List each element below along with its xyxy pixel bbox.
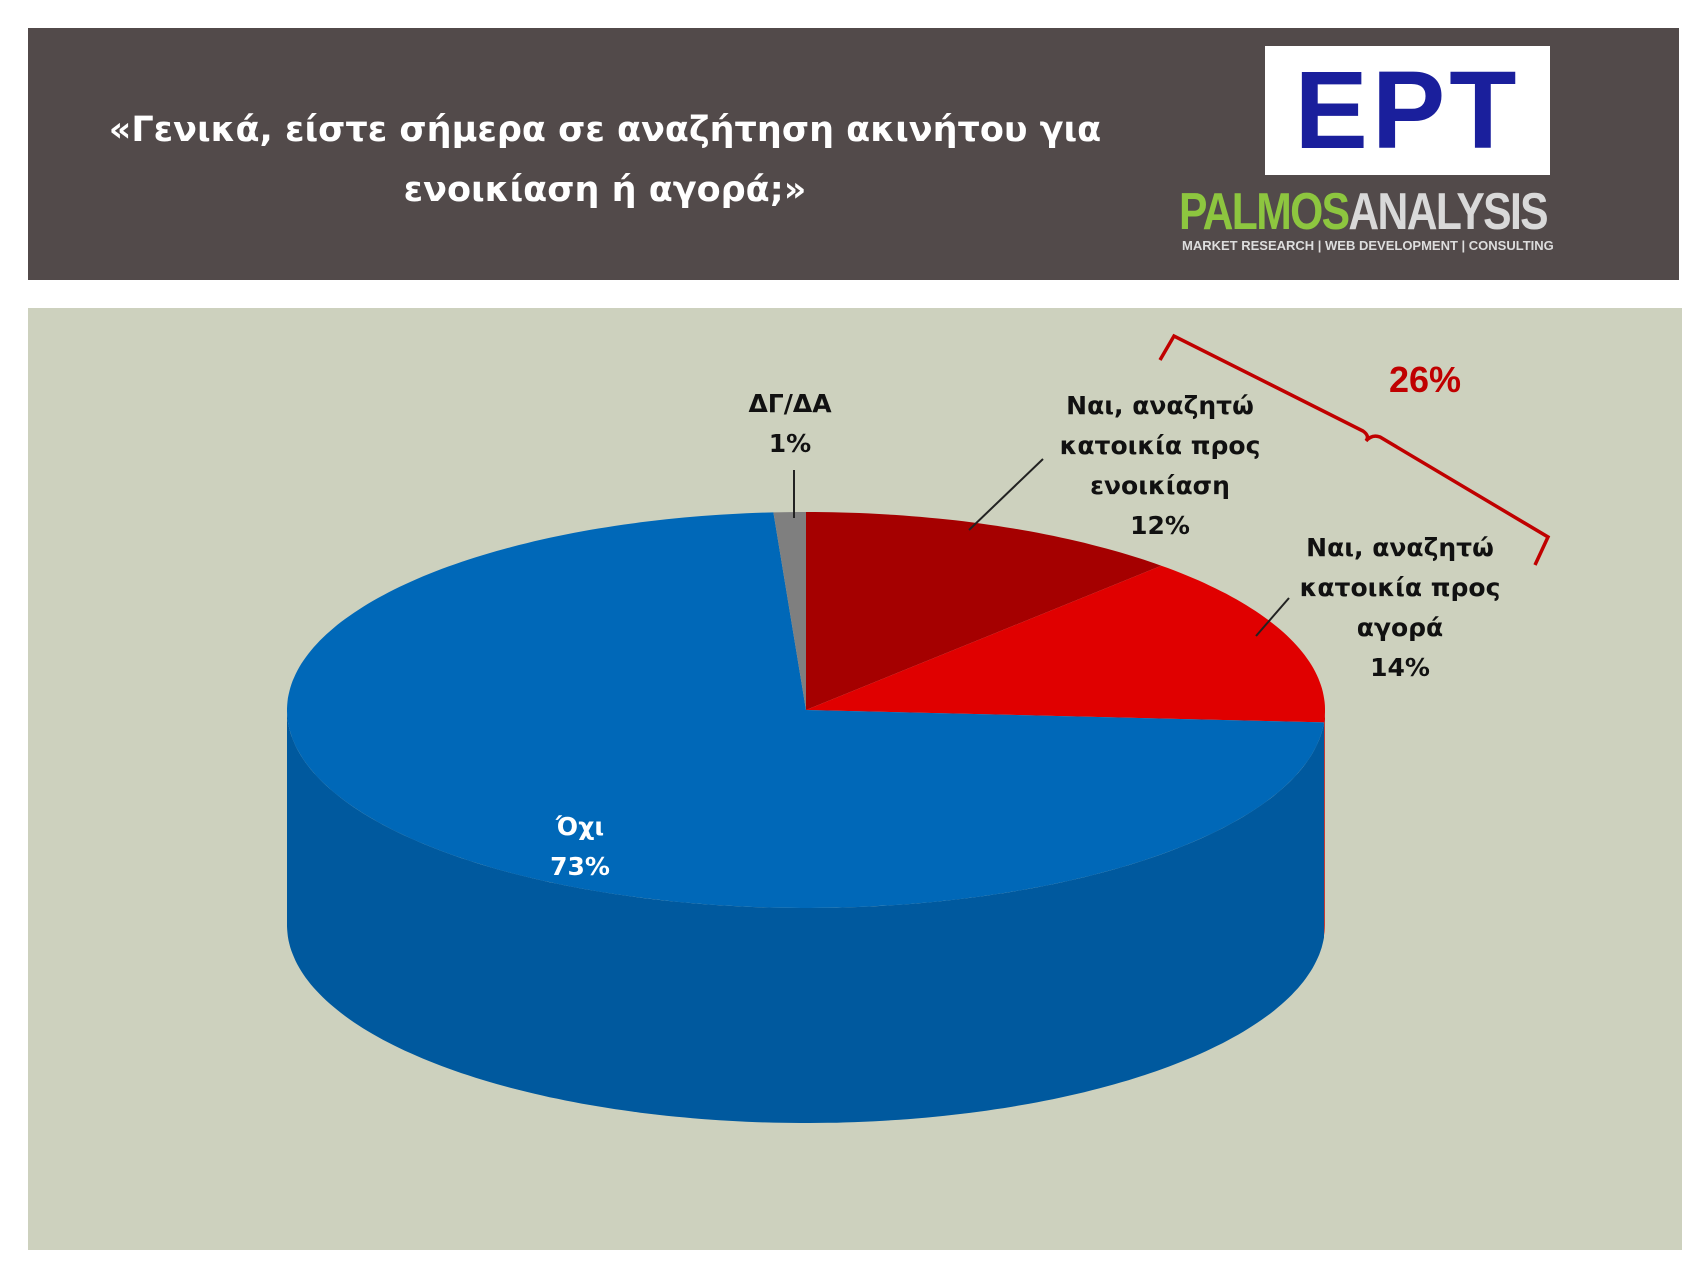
side-shade [1324, 710, 1325, 936]
logo: ΕΡΤ [1265, 46, 1550, 175]
value-label: 14% [1370, 653, 1430, 682]
brand-part: PALMOS [1179, 183, 1350, 241]
category-label: Ναι, αναζητώ κατοικία προς ενοικίαση [1059, 391, 1261, 500]
pie [287, 512, 1325, 1123]
data-label: Ναι, αναζητώ κατοικία προς αγορά 14% [1290, 528, 1510, 688]
leader-line [968, 458, 1044, 531]
data-label: Όχι 73% [470, 807, 690, 887]
slice [806, 565, 1325, 723]
category-label: Ναι, αναζητώ κατοικία προς αγορά [1299, 533, 1501, 642]
slice-side [287, 711, 1324, 1123]
annotation: 26% [1388, 359, 1462, 400]
category-label: Όχι [555, 812, 605, 841]
leader-line [1255, 597, 1290, 637]
value-label: 73% [550, 852, 610, 881]
slice [773, 512, 806, 710]
chart-title: «Γενικά, είστε σήμερα σε αναζήτηση ακινή… [108, 110, 1102, 210]
side-shade [287, 711, 1324, 1123]
slice [287, 512, 1324, 908]
value-label: 12% [1130, 511, 1190, 540]
brand-part: ANALYSIS [1348, 183, 1548, 241]
bracket [1158, 333, 1551, 566]
slice-side [1324, 710, 1325, 936]
data-label: Ναι, αναζητώ κατοικία προς ενοικίαση 12% [1050, 386, 1270, 546]
data-label: ΔΓ/ΔΑ 1% [680, 384, 900, 464]
category-label: ΔΓ/ΔΑ [748, 389, 832, 418]
value-label: 1% [768, 429, 812, 458]
brand: PALMOSANALYSIS [1179, 182, 1549, 242]
tagline: MARKET RESEARCH | WEB DEVELOPMENT | CONS… [1182, 238, 1554, 253]
slice [806, 512, 1162, 710]
